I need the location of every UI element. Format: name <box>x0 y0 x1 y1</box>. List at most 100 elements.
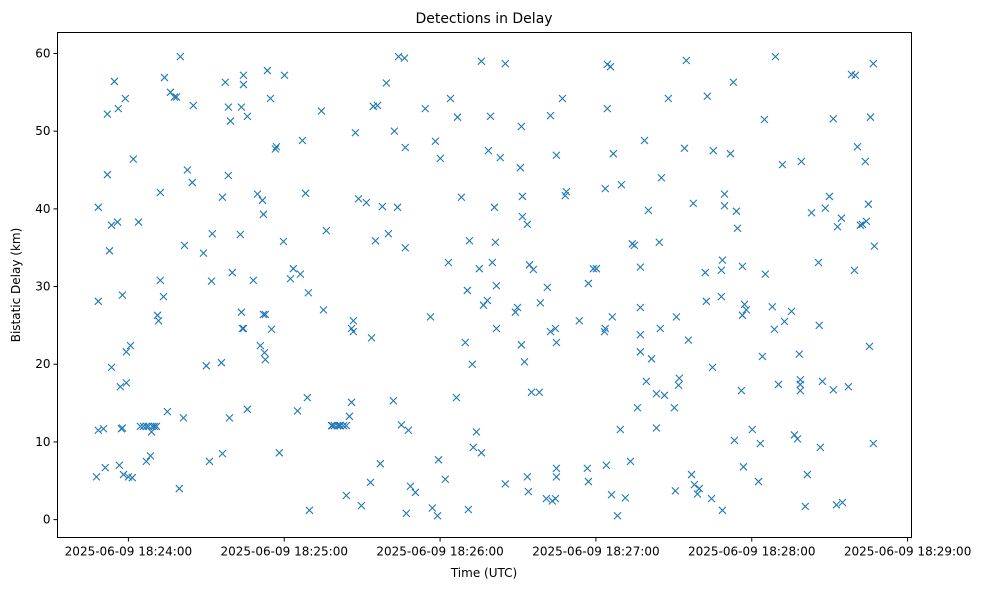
data-point <box>756 439 765 448</box>
data-point <box>768 302 777 311</box>
data-point <box>552 151 561 160</box>
data-point <box>237 103 246 111</box>
data-point <box>342 491 351 500</box>
y-tick-label: 50 <box>35 124 50 138</box>
data-point <box>523 473 532 481</box>
data-point <box>327 421 336 430</box>
data-point <box>389 396 398 405</box>
data-point <box>818 377 827 386</box>
data-point <box>393 203 402 212</box>
data-point <box>298 136 307 145</box>
data-point <box>740 300 749 309</box>
data-point <box>317 107 326 115</box>
data-point <box>457 193 466 202</box>
data-point <box>202 361 211 370</box>
data-point <box>296 270 305 279</box>
data-point <box>542 494 551 503</box>
data-point <box>829 385 838 394</box>
data-point <box>228 268 237 277</box>
data-point <box>275 448 284 457</box>
data-point <box>708 363 717 372</box>
data-point <box>858 220 867 229</box>
data-point <box>236 230 245 239</box>
data-point <box>266 94 275 103</box>
data-point <box>107 221 116 230</box>
data-point <box>511 308 520 317</box>
data-point <box>754 477 763 486</box>
data-point <box>608 312 617 321</box>
data-point <box>354 194 363 203</box>
data-point <box>518 192 527 201</box>
data-point <box>150 422 159 431</box>
data-point <box>400 54 409 63</box>
data-point <box>322 226 331 235</box>
data-point <box>453 113 462 122</box>
data-point <box>345 412 354 421</box>
data-point <box>101 463 110 472</box>
data-point <box>224 103 233 111</box>
data-point <box>188 178 197 187</box>
data-point <box>717 266 726 275</box>
data-point <box>118 424 127 432</box>
x-tick-label: 2025-06-09 18:28:00 <box>688 545 815 559</box>
data-point <box>655 238 664 247</box>
data-point <box>803 470 812 479</box>
data-point <box>371 236 380 245</box>
data-point <box>176 52 185 61</box>
y-axis-label: Bistatic Delay (km) <box>9 228 23 343</box>
data-point <box>128 473 137 482</box>
data-point <box>475 264 484 273</box>
data-point <box>546 327 555 336</box>
data-point <box>496 153 505 162</box>
data-point <box>603 104 612 113</box>
data-point <box>797 157 806 166</box>
data-point <box>105 246 114 255</box>
data-point <box>870 242 879 251</box>
data-point <box>279 237 288 246</box>
data-point <box>518 212 527 221</box>
data-point <box>218 193 227 202</box>
data-point <box>850 266 859 275</box>
data-point <box>837 214 846 223</box>
data-point <box>428 504 437 512</box>
data-point <box>243 112 252 121</box>
data-point <box>814 258 823 267</box>
data-point <box>601 184 610 193</box>
data-point <box>477 57 486 66</box>
data-point <box>758 352 767 361</box>
data-point <box>864 200 873 209</box>
data-point <box>154 316 163 325</box>
data-point <box>179 413 188 422</box>
data-point <box>621 493 630 502</box>
data-point <box>349 327 358 336</box>
data-point <box>305 506 314 515</box>
data-point <box>401 243 410 252</box>
data-point <box>774 380 783 389</box>
data-point <box>183 166 192 174</box>
data-point <box>832 500 841 509</box>
data-point <box>652 389 661 398</box>
data-point <box>433 511 442 520</box>
data-point <box>738 262 747 271</box>
data-point <box>342 421 351 430</box>
data-point <box>636 347 645 356</box>
data-point <box>825 192 834 201</box>
data-point <box>617 180 626 189</box>
data-point <box>796 386 805 395</box>
data-point <box>118 291 127 299</box>
data-point <box>726 149 735 158</box>
data-point <box>362 198 371 207</box>
data-point <box>180 241 189 250</box>
data-point <box>742 305 751 314</box>
data-point <box>613 511 622 520</box>
data-point <box>551 494 560 503</box>
data-point <box>121 94 130 103</box>
data-point <box>351 128 360 137</box>
data-point <box>491 238 500 247</box>
data-point <box>684 336 693 345</box>
data-point <box>159 292 168 301</box>
data-point <box>652 424 661 432</box>
data-point <box>660 391 669 400</box>
data-point <box>616 425 625 434</box>
data-point <box>636 263 645 272</box>
